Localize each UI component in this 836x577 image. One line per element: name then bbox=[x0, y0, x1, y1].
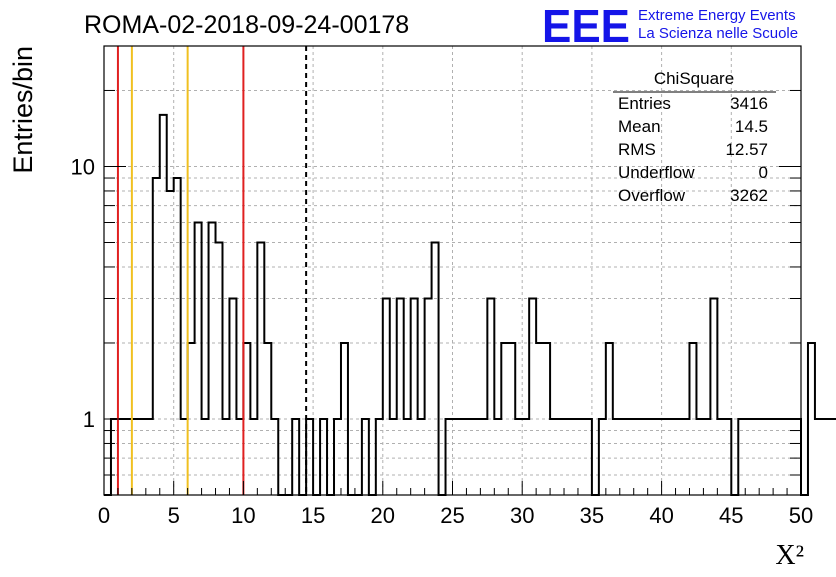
x-tick-label: 20 bbox=[371, 503, 395, 528]
stats-row-label: Mean bbox=[618, 117, 661, 136]
x-tick-label: 10 bbox=[231, 503, 255, 528]
stats-row-label: Underflow bbox=[618, 163, 695, 182]
stats-row-label: RMS bbox=[618, 140, 656, 159]
stats-row-label: Entries bbox=[618, 94, 671, 113]
stats-row-value: 3262 bbox=[730, 186, 768, 205]
x-tick-label: 25 bbox=[440, 503, 464, 528]
stats-row-value: 14.5 bbox=[735, 117, 768, 136]
stats-row-value: 12.57 bbox=[725, 140, 768, 159]
x-tick-label: 40 bbox=[649, 503, 673, 528]
x-tick-label: 30 bbox=[510, 503, 534, 528]
x-tick-label: 5 bbox=[168, 503, 180, 528]
x-axis-label: X² bbox=[775, 540, 804, 571]
x-tick-label: 0 bbox=[98, 503, 110, 528]
stats-row-value: 0 bbox=[759, 163, 768, 182]
x-tick-label: 50 bbox=[789, 503, 813, 528]
x-tick-label: 45 bbox=[719, 503, 743, 528]
y-tick-label: 1 bbox=[83, 407, 95, 432]
stats-box-name: ChiSquare bbox=[654, 69, 734, 88]
x-tick-label: 35 bbox=[580, 503, 604, 528]
chart-title: ROMA-02-2018-09-24-00178 bbox=[84, 11, 409, 39]
stats-row-value: 3416 bbox=[730, 94, 768, 113]
x-tick-label: 15 bbox=[301, 503, 325, 528]
logo-line-1: Extreme Energy Events bbox=[638, 7, 796, 24]
y-axis-label: Entries/bin bbox=[8, 46, 38, 174]
stats-row-label: Overflow bbox=[618, 186, 686, 205]
logo-line-2: La Scienza nelle Scuole bbox=[638, 25, 798, 42]
y-tick-label: 10 bbox=[71, 154, 95, 179]
logo-letters: EEE bbox=[542, 0, 630, 52]
